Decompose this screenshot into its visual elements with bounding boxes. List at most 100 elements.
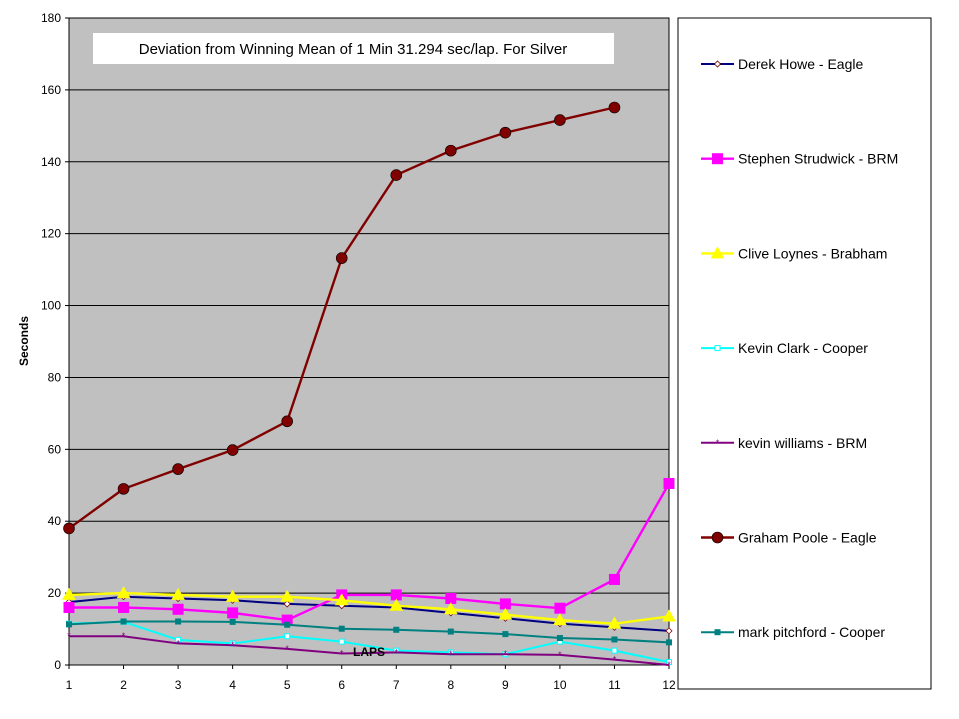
legend: Derek Howe - Eagle Stephen Strudwick - BR… bbox=[701, 56, 898, 640]
legend-item: Clive Loynes - Brabham bbox=[701, 245, 887, 261]
x-tick-label: 5 bbox=[284, 678, 291, 692]
data-point bbox=[390, 169, 403, 181]
y-tick-label: 100 bbox=[41, 299, 61, 313]
series-line bbox=[68, 620, 670, 644]
series-7 bbox=[66, 618, 672, 646]
data-point: * bbox=[504, 649, 508, 659]
data-point bbox=[338, 625, 345, 632]
data-point bbox=[116, 586, 131, 599]
data-point bbox=[611, 647, 618, 654]
data-point bbox=[554, 114, 566, 126]
data-point bbox=[553, 613, 567, 626]
data-point: * bbox=[395, 647, 399, 657]
series-5: * * * * * * * * * * * * bbox=[67, 631, 671, 670]
data-point bbox=[502, 631, 509, 638]
legend-label: Kevin Clark - Cooper bbox=[738, 340, 868, 356]
y-axis-title: Seconds bbox=[17, 316, 31, 366]
data-point bbox=[447, 628, 454, 635]
x-axis-title: LAPS bbox=[353, 645, 385, 659]
legend-box bbox=[677, 17, 932, 690]
data-point bbox=[608, 101, 621, 114]
legend-label: Stephen Strudwick - BRM bbox=[738, 151, 898, 167]
data-point bbox=[171, 587, 185, 600]
data-point bbox=[554, 602, 566, 614]
data-point bbox=[280, 589, 295, 602]
legend-label: mark pitchford - Cooper bbox=[738, 624, 885, 640]
data-point bbox=[335, 252, 348, 264]
data-point bbox=[498, 607, 513, 620]
data-point bbox=[607, 616, 622, 629]
data-point: * bbox=[340, 648, 344, 658]
series-6 bbox=[63, 101, 621, 535]
x-tick-label: 9 bbox=[502, 678, 509, 692]
data-point bbox=[663, 477, 675, 489]
data-point bbox=[611, 636, 618, 643]
data-point bbox=[284, 633, 291, 640]
data-point: * bbox=[558, 650, 562, 660]
data-point bbox=[666, 639, 672, 646]
data-point bbox=[499, 598, 511, 610]
data-point bbox=[225, 589, 240, 602]
data-point bbox=[172, 463, 184, 475]
legend-marker bbox=[714, 345, 721, 352]
series-3 bbox=[62, 586, 676, 629]
y-tick-label: 60 bbox=[48, 442, 62, 456]
series-layer: * * * * * * * * * * * * bbox=[62, 101, 676, 670]
x-tick-label: 1 bbox=[66, 678, 73, 692]
data-point: * bbox=[122, 631, 126, 641]
data-point: * bbox=[613, 655, 617, 665]
y-tick-label: 20 bbox=[48, 586, 62, 600]
data-point bbox=[390, 589, 402, 601]
x-tick-label: 12 bbox=[662, 678, 676, 692]
data-point bbox=[608, 573, 620, 585]
legend-marker bbox=[710, 246, 725, 259]
data-point: * bbox=[667, 660, 671, 670]
data-point bbox=[556, 635, 563, 642]
title-box bbox=[93, 33, 614, 64]
data-point bbox=[227, 607, 239, 619]
x-tick-label: 3 bbox=[175, 678, 182, 692]
y-tick-label: 80 bbox=[48, 370, 62, 384]
legend-item: Graham Poole - Eagle bbox=[701, 530, 877, 546]
data-point bbox=[118, 601, 130, 613]
legend-marker bbox=[714, 629, 721, 636]
data-point bbox=[63, 601, 75, 613]
legend-item: mark pitchford - Cooper bbox=[701, 624, 885, 640]
series-line bbox=[68, 595, 670, 632]
gridlines bbox=[69, 89, 669, 594]
x-tick-label: 10 bbox=[553, 678, 567, 692]
data-point bbox=[175, 636, 182, 643]
data-point bbox=[226, 444, 239, 456]
data-point bbox=[284, 621, 291, 628]
y-tick-label: 140 bbox=[41, 155, 61, 169]
data-point bbox=[338, 638, 345, 645]
y-tick-label: 0 bbox=[54, 658, 61, 672]
data-point bbox=[665, 627, 673, 635]
series-line bbox=[68, 620, 670, 664]
legend-marker bbox=[713, 60, 722, 68]
data-point bbox=[66, 621, 72, 628]
x-tick-label: 7 bbox=[393, 678, 400, 692]
legend-label: Clive Loynes - Brabham bbox=[738, 245, 887, 261]
legend-item: Kevin Clark - Cooper bbox=[701, 340, 868, 356]
data-point: * bbox=[231, 640, 235, 650]
chart-title: Deviation from Winning Mean of 1 Min 31.… bbox=[139, 41, 568, 58]
series-line bbox=[69, 635, 670, 666]
data-point bbox=[283, 600, 291, 608]
data-point bbox=[120, 618, 127, 625]
data-point bbox=[117, 483, 130, 495]
legend-item: Derek Howe - Eagle bbox=[701, 56, 863, 72]
legend-marker: * bbox=[716, 438, 720, 448]
data-point bbox=[172, 603, 184, 615]
data-point: * bbox=[449, 649, 453, 659]
x-tick-label: 11 bbox=[608, 678, 621, 692]
x-tick-label: 4 bbox=[229, 678, 236, 692]
legend-marker bbox=[712, 153, 723, 165]
data-point bbox=[393, 626, 400, 633]
data-point bbox=[281, 415, 293, 428]
series-line bbox=[68, 591, 670, 625]
x-tick-label: 6 bbox=[338, 678, 345, 692]
series-line bbox=[69, 482, 671, 622]
